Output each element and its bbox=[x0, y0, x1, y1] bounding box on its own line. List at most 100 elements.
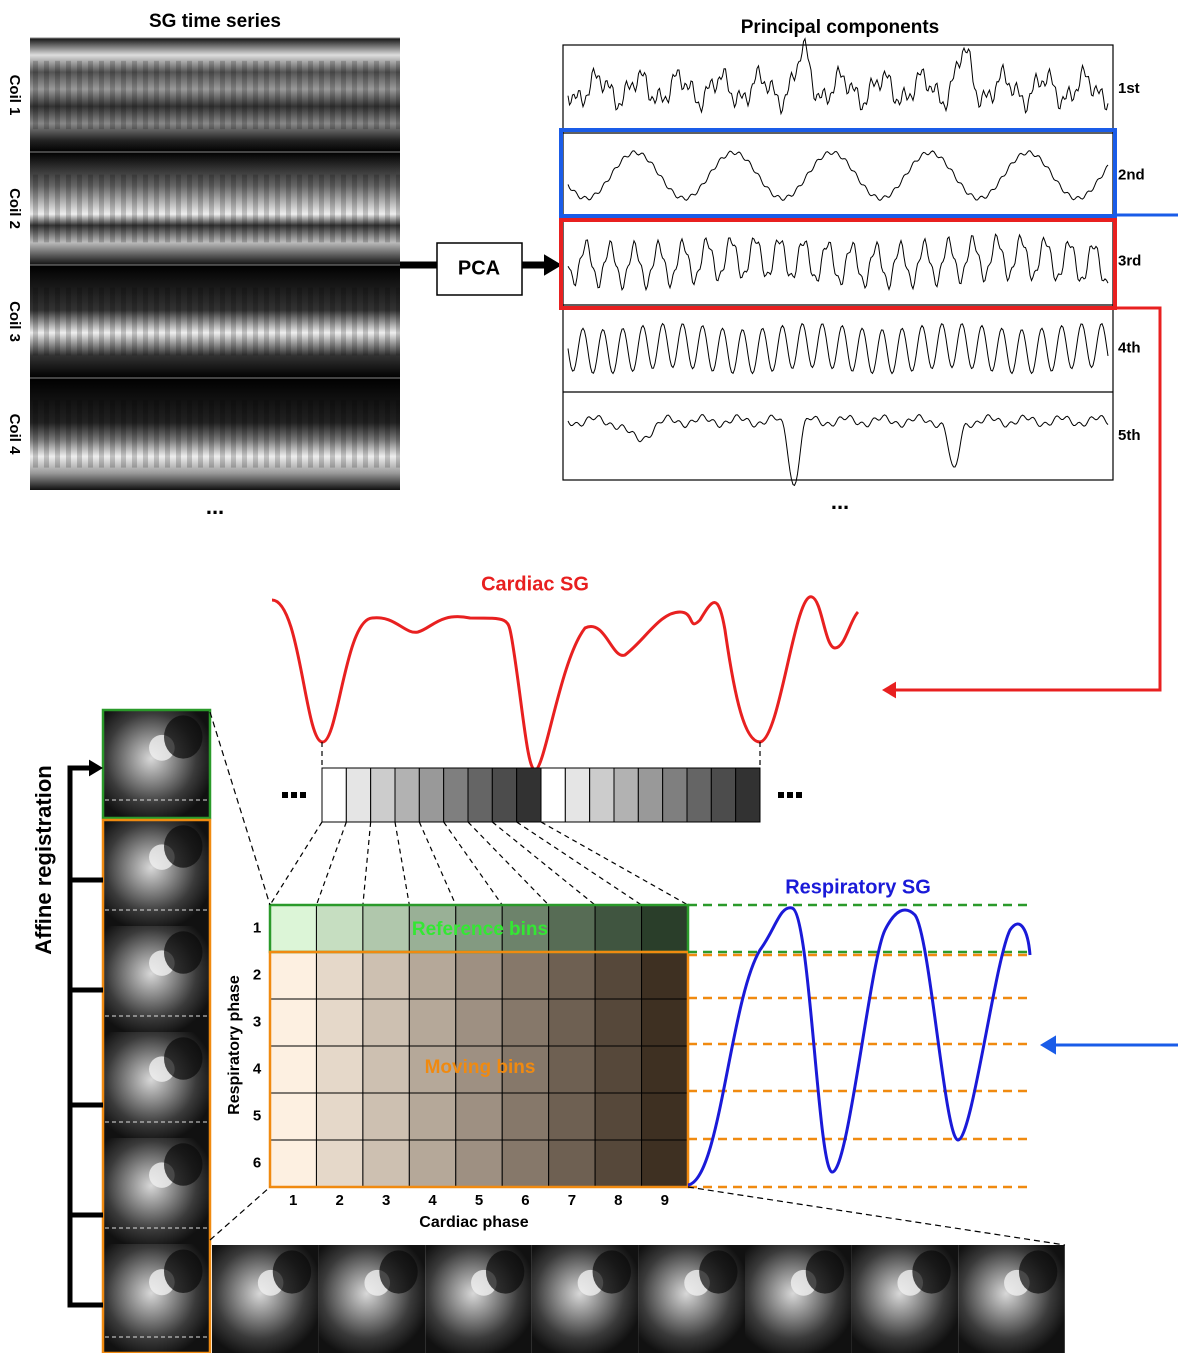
ellipsis: ... bbox=[831, 489, 849, 514]
moving-bin bbox=[595, 1046, 641, 1093]
bin-cell bbox=[346, 768, 370, 822]
moving-bin bbox=[270, 1140, 316, 1187]
connector bbox=[444, 822, 503, 905]
moving-bin bbox=[595, 1140, 641, 1187]
row-label: 1 bbox=[253, 919, 261, 936]
col-label: 2 bbox=[335, 1192, 343, 1209]
connector bbox=[316, 822, 346, 905]
moving-bin bbox=[363, 1093, 409, 1140]
mri-detail bbox=[1019, 1250, 1057, 1293]
arrow-head bbox=[882, 682, 896, 699]
reference-bin bbox=[549, 905, 595, 952]
bin-cell bbox=[371, 768, 395, 822]
diagram: SG time series ... Principal components … bbox=[0, 0, 1178, 1353]
moving-bin bbox=[409, 952, 455, 999]
panel-title: Principal components bbox=[741, 17, 939, 38]
ellipsis: ... bbox=[206, 494, 224, 519]
reference-bin bbox=[642, 905, 688, 952]
connector bbox=[210, 1187, 270, 1240]
bin-cell bbox=[565, 768, 589, 822]
moving-bin bbox=[642, 1093, 688, 1140]
row-label: 4 bbox=[253, 1060, 262, 1077]
pc-label: 2nd bbox=[1118, 166, 1145, 183]
coil-texture bbox=[30, 400, 400, 467]
moving-bin bbox=[363, 1046, 409, 1093]
moving-bin bbox=[549, 1046, 595, 1093]
col-label: 8 bbox=[614, 1192, 622, 1209]
bin-cell bbox=[590, 768, 614, 822]
moving-bin bbox=[456, 999, 502, 1046]
moving-bin bbox=[363, 952, 409, 999]
moving-bin bbox=[270, 952, 316, 999]
pc-label: 1st bbox=[1118, 80, 1140, 97]
bin-cell bbox=[663, 768, 687, 822]
bin-cell bbox=[614, 768, 638, 822]
moving-label: Moving bins bbox=[425, 1057, 536, 1078]
panel-title: SG time series bbox=[149, 11, 281, 32]
moving-bin bbox=[549, 952, 595, 999]
moving-bin bbox=[456, 1140, 502, 1187]
respiratory-curve bbox=[688, 908, 1030, 1185]
moving-bin bbox=[642, 999, 688, 1046]
pc-panel bbox=[563, 45, 1113, 480]
moving-bin bbox=[502, 999, 548, 1046]
connector bbox=[210, 712, 270, 905]
moving-bin bbox=[316, 952, 362, 999]
col-label: 9 bbox=[661, 1192, 669, 1209]
bin-cell bbox=[541, 768, 565, 822]
col-label: 3 bbox=[382, 1192, 390, 1209]
connector bbox=[541, 822, 688, 905]
row-label: 3 bbox=[253, 1013, 261, 1030]
reference-bin bbox=[316, 905, 362, 952]
moving-bin bbox=[642, 1140, 688, 1187]
moving-bin bbox=[595, 952, 641, 999]
mri-detail bbox=[164, 1143, 203, 1185]
strip-ellipsis bbox=[796, 792, 802, 798]
moving-bin bbox=[456, 1093, 502, 1140]
respiratory-label: Respiratory SG bbox=[785, 876, 931, 898]
row-label: 2 bbox=[253, 966, 261, 983]
pc-label: 5th bbox=[1118, 427, 1141, 444]
moving-bin bbox=[316, 1093, 362, 1140]
col-label: 5 bbox=[475, 1192, 483, 1209]
col-axis-label: Cardiac phase bbox=[419, 1214, 528, 1231]
pc-label: 3rd bbox=[1118, 252, 1141, 269]
cardiac-label: Cardiac SG bbox=[481, 573, 589, 595]
bin-cell bbox=[444, 768, 468, 822]
bin-cell bbox=[687, 768, 711, 822]
row-label: 6 bbox=[253, 1154, 261, 1171]
coil-texture bbox=[30, 288, 400, 356]
reference-bin bbox=[363, 905, 409, 952]
coil-label: Coil 4 bbox=[6, 414, 23, 455]
moving-bin bbox=[549, 999, 595, 1046]
strip-ellipsis bbox=[291, 792, 297, 798]
reference-bin bbox=[595, 905, 641, 952]
arrow-head bbox=[89, 760, 103, 777]
moving-bin bbox=[642, 1046, 688, 1093]
coil-label: Coil 1 bbox=[6, 75, 23, 116]
strip-ellipsis bbox=[778, 792, 784, 798]
reference-bin bbox=[270, 905, 316, 952]
mri-detail bbox=[912, 1250, 950, 1293]
col-label: 4 bbox=[428, 1192, 437, 1209]
reference-label: Reference bins bbox=[412, 919, 548, 940]
strip-ellipsis bbox=[787, 792, 793, 798]
row-label: 5 bbox=[253, 1107, 261, 1124]
mri-detail bbox=[593, 1250, 631, 1293]
coil-label: Coil 2 bbox=[6, 188, 23, 229]
col-label: 7 bbox=[568, 1192, 576, 1209]
moving-bin bbox=[642, 952, 688, 999]
moving-bin bbox=[502, 1140, 548, 1187]
bin-cell bbox=[517, 768, 541, 822]
bin-cell bbox=[711, 768, 735, 822]
cardiac-curve bbox=[272, 597, 858, 770]
moving-bin bbox=[270, 1093, 316, 1140]
moving-bin bbox=[502, 952, 548, 999]
connector bbox=[419, 822, 455, 905]
mri-detail bbox=[806, 1250, 844, 1293]
moving-bin bbox=[270, 1046, 316, 1093]
registration-label: Affine registration bbox=[31, 765, 56, 954]
mri-detail bbox=[379, 1250, 417, 1293]
mri-detail bbox=[273, 1250, 311, 1293]
bin-cell bbox=[322, 768, 346, 822]
